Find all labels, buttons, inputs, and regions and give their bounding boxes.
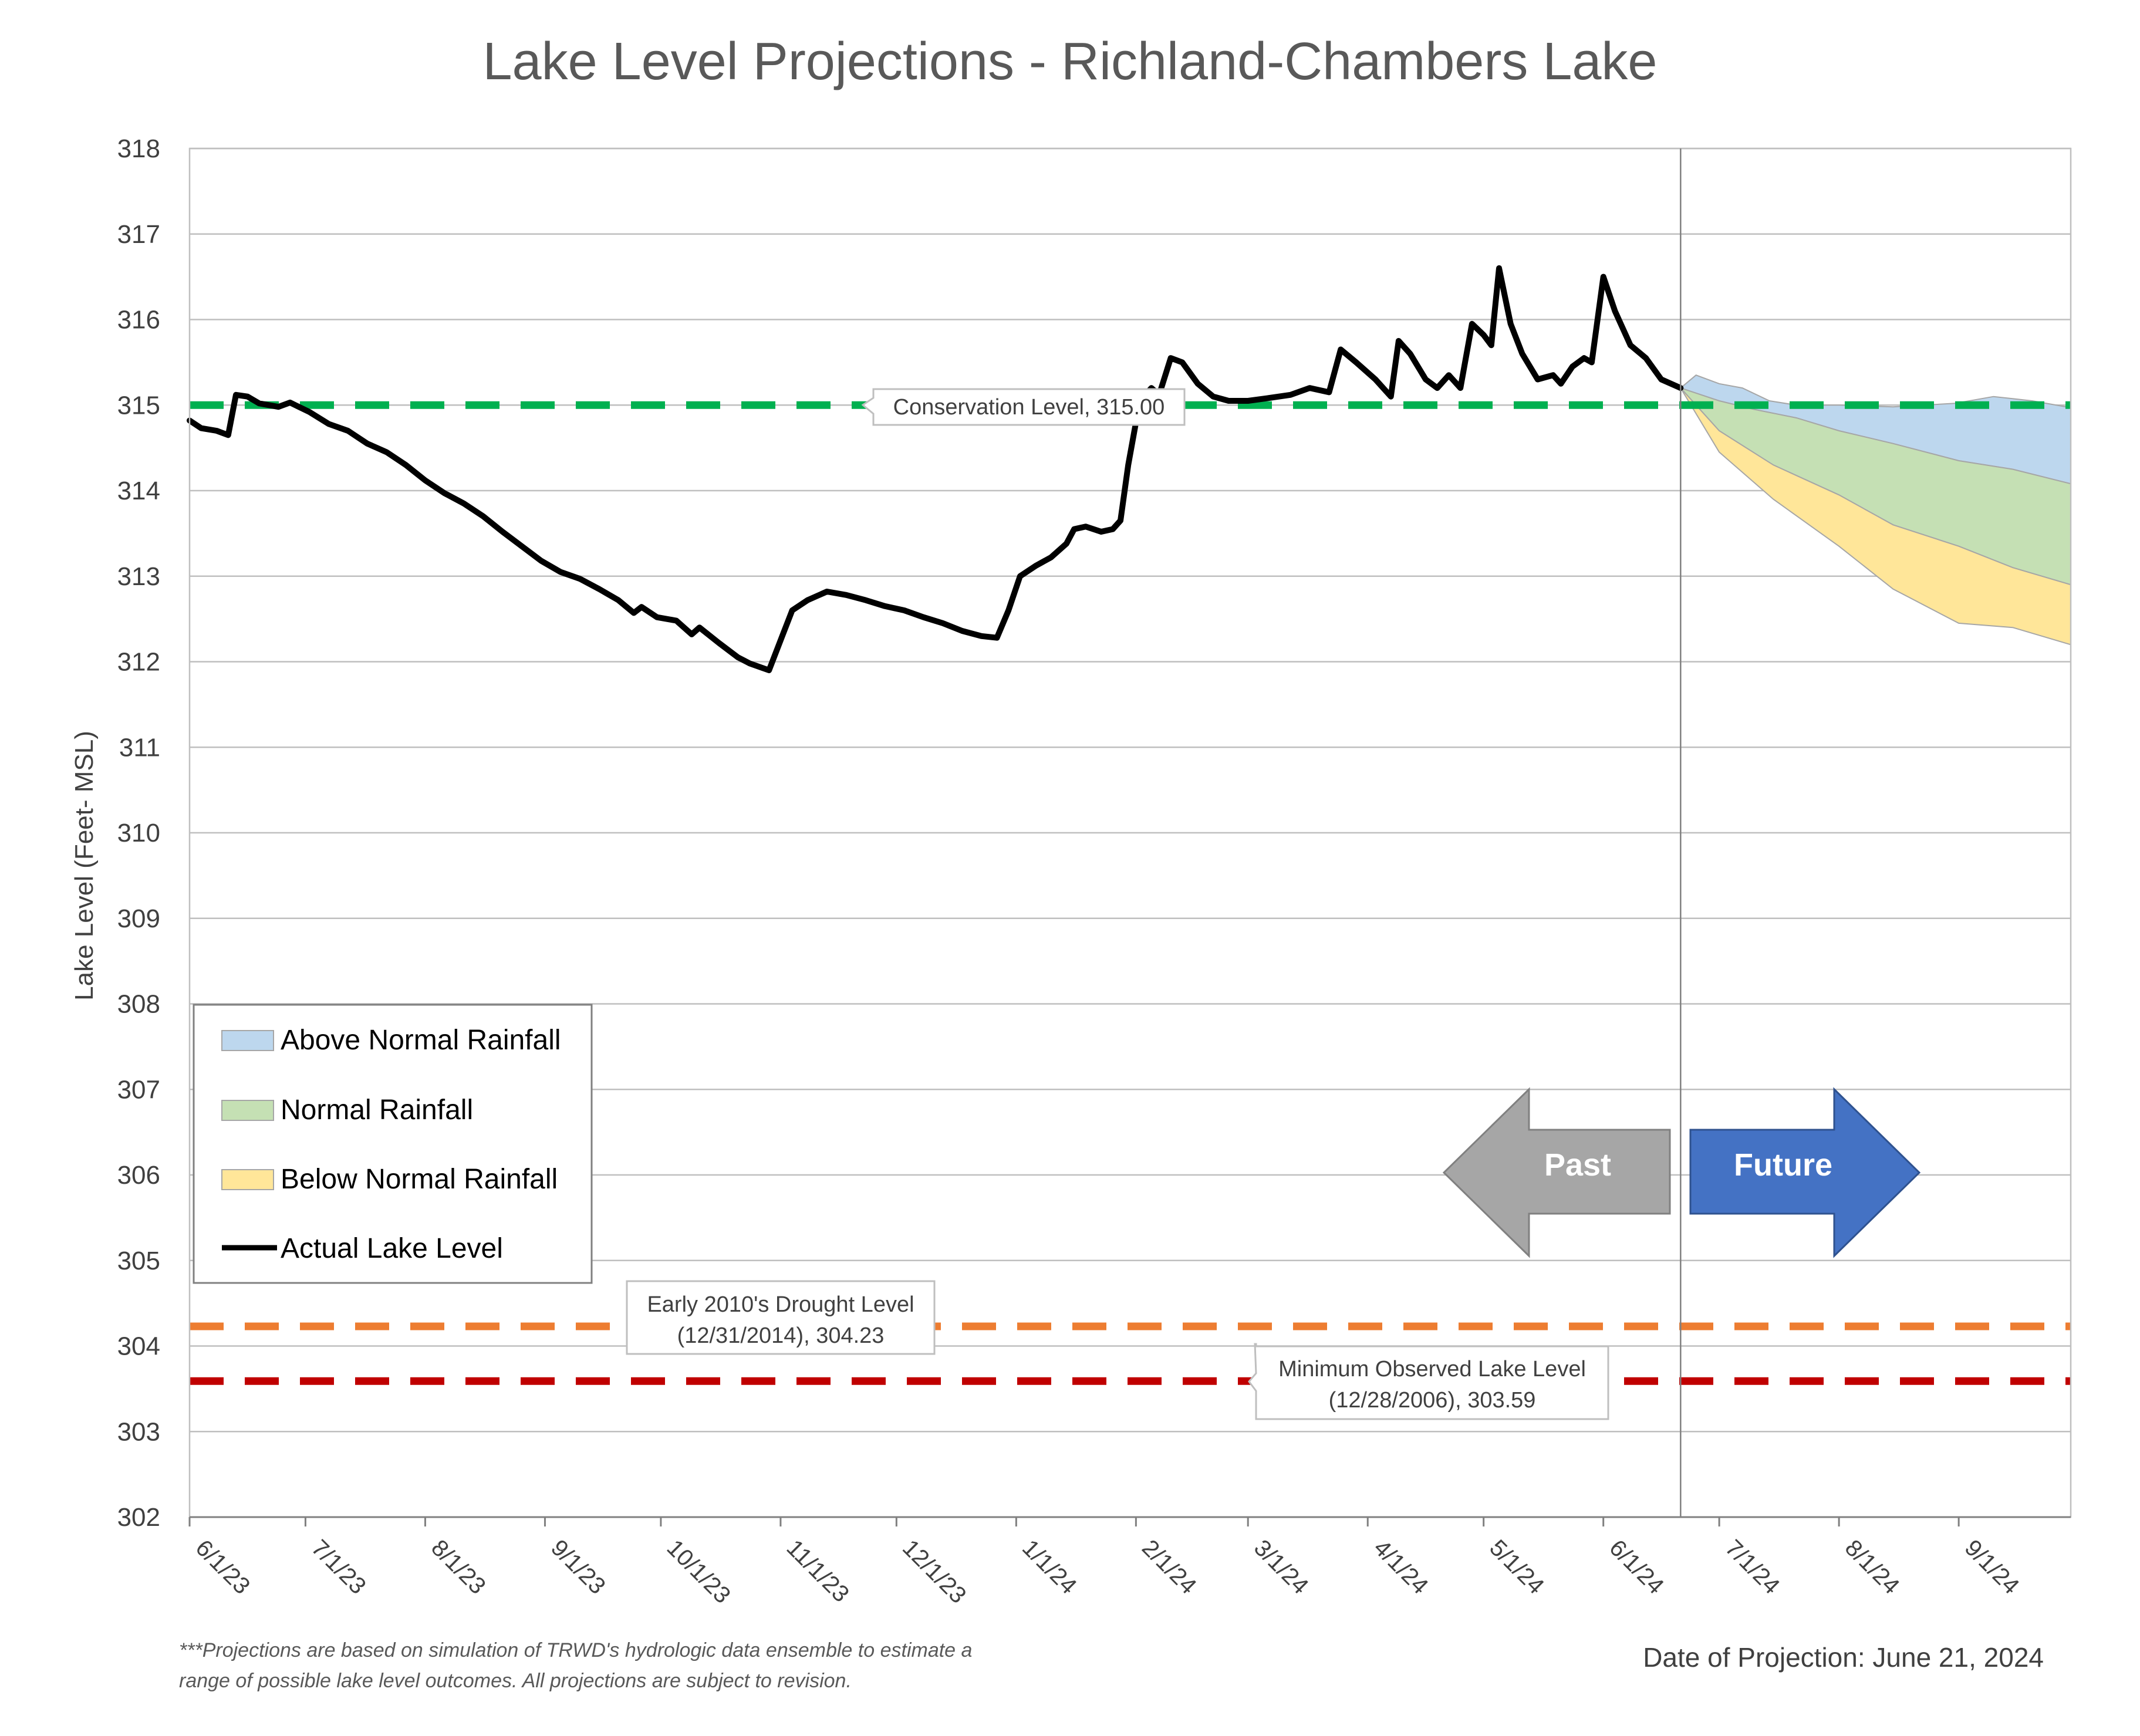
y-tick-label-309: 309: [117, 904, 160, 933]
axes: [188, 147, 2072, 1526]
legend-label-actual: Actual Lake Level: [281, 1233, 503, 1264]
drought-callout-line2: (12/31/2014), 304.23: [677, 1323, 885, 1348]
y-tick-label-305: 305: [117, 1247, 160, 1275]
y-tick-label-306: 306: [117, 1161, 160, 1190]
future-arrow-label: Future: [1734, 1147, 1832, 1183]
y-axis-label: Lake Level (Feet- MSL): [70, 731, 99, 1001]
legend-label-below-normal: Below Normal Rainfall: [281, 1164, 558, 1195]
minimum-callout: Minimum Observed Lake Level (12/28/2006)…: [1248, 1343, 1609, 1420]
y-tick-label-307: 307: [117, 1075, 160, 1104]
past-arrow: Past: [1442, 1087, 1671, 1258]
y-tick-label-303: 303: [117, 1417, 160, 1446]
conservation-callout-box: [861, 388, 1186, 426]
legend-swatch-below-normal: [221, 1169, 274, 1190]
conservation-callout-label: Conservation Level, 315.00: [893, 395, 1165, 420]
past-arrow-shape: [1442, 1087, 1671, 1258]
minimum-callout-box: [1248, 1343, 1609, 1420]
y-tick-label-310: 310: [117, 819, 160, 847]
minimum-callout-line2: (12/28/2006), 303.59: [1329, 1388, 1536, 1413]
y-tick-label-304: 304: [117, 1332, 160, 1361]
legend-label-above-normal: Above Normal Rainfall: [281, 1025, 561, 1056]
projection-date-text: Date of Projection: June 21, 2024: [1643, 1642, 2044, 1673]
future-arrow-shape: [1689, 1087, 1921, 1258]
y-tick-labels: 302 303 304 305 306 307 308 309 310 311 312 313 314 3…: [117, 134, 160, 1532]
chart-title: Lake Level Projections - Richland-Chambe…: [482, 32, 1657, 91]
actual-lake-level-line: [187, 265, 1684, 674]
minimum-callout-line1: Minimum Observed Lake Level: [1278, 1357, 1586, 1382]
y-tick-label-312: 312: [117, 648, 160, 677]
legend-label-normal: Normal Rainfall: [281, 1095, 473, 1126]
drought-callout-line1: Early 2010's Drought Level: [647, 1292, 914, 1317]
y-tick-label-315: 315: [117, 391, 160, 420]
projection-note-line2: range of possible lake level outcomes. A…: [179, 1670, 852, 1692]
legend-swatch-above-normal: [221, 1030, 274, 1051]
y-tick-label-316: 316: [117, 306, 160, 335]
y-tick-label-317: 317: [117, 220, 160, 249]
y-tick-label-318: 318: [117, 134, 160, 163]
drought-callout: Early 2010's Drought Level (12/31/2014),…: [626, 1280, 936, 1355]
future-arrow: Future: [1689, 1087, 1921, 1258]
actual-lake-level-layer: [187, 265, 1684, 674]
y-tick-label-313: 313: [117, 562, 160, 591]
y-tick-label-302: 302: [117, 1503, 160, 1532]
drought-callout-box: [626, 1280, 936, 1355]
past-arrow-label: Past: [1544, 1147, 1611, 1183]
y-tick-label-308: 308: [117, 990, 160, 1019]
y-tick-label-314: 314: [117, 477, 160, 505]
conservation-callout: Conservation Level, 315.00: [861, 388, 1186, 426]
legend-swatch-normal: [221, 1100, 274, 1121]
y-tick-label-311: 311: [119, 733, 160, 762]
projection-note-line1: ***Projections are based on simulation o…: [179, 1639, 972, 1661]
legend: Above Normal Rainfall Normal Rainfall Be…: [193, 1004, 593, 1284]
